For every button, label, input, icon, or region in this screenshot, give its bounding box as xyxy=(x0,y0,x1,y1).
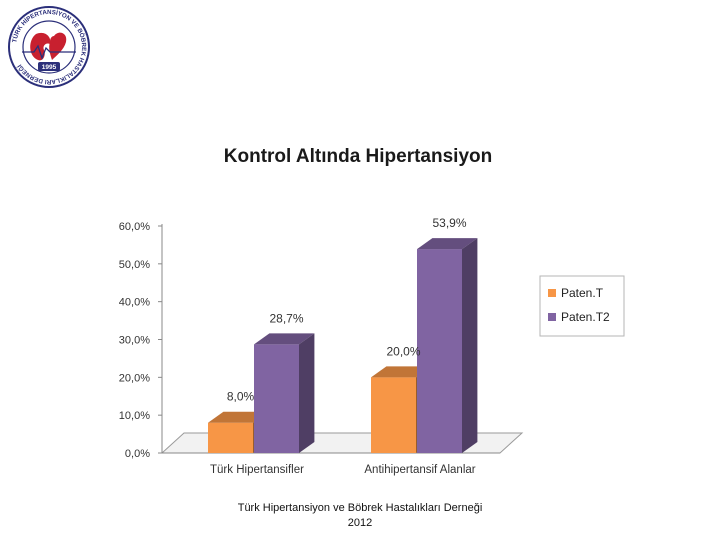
data-label: 28,7% xyxy=(269,311,303,325)
legend-swatch xyxy=(548,289,556,297)
data-label: 8,0% xyxy=(227,390,255,404)
data-label: 53,9% xyxy=(432,216,466,230)
chart-title: Kontrol Altında Hipertansiyon xyxy=(224,146,492,167)
y-tick-label: 10,0% xyxy=(119,410,150,422)
bar-paten-t xyxy=(371,377,416,453)
association-logo: TÜRK HİPERTANSİYON VE BÖBREK HASTALIKLAR… xyxy=(8,6,90,88)
footer: Türk Hipertansiyon ve Böbrek Hastalıklar… xyxy=(0,501,720,531)
x-category-label: Türk Hipertansifler xyxy=(210,464,304,476)
y-tick-label: 30,0% xyxy=(119,335,150,347)
legend-label: Paten.T2 xyxy=(561,310,610,324)
bar-top-face xyxy=(371,366,432,378)
data-label: 20,0% xyxy=(386,344,420,358)
chart-legend: Paten.T Paten.T2 xyxy=(539,275,625,337)
bar-top-face xyxy=(208,411,269,423)
legend-label: Paten.T xyxy=(561,286,604,300)
bar-paten-t2 xyxy=(417,249,462,453)
bar-side-face xyxy=(299,333,315,453)
y-tick-label: 20,0% xyxy=(119,372,150,384)
legend-box xyxy=(539,275,625,337)
heart-icon xyxy=(49,32,67,60)
kidney-icon xyxy=(30,32,51,61)
bar-paten-t xyxy=(208,422,253,453)
y-tick-label: 60,0% xyxy=(119,221,150,233)
y-tick-label: 50,0% xyxy=(119,259,150,271)
bar-paten-t2 xyxy=(254,344,299,453)
footer-organization: Türk Hipertansiyon ve Böbrek Hastalıklar… xyxy=(237,502,483,514)
y-tick-label: 0,0% xyxy=(125,448,150,460)
bar-top-face xyxy=(254,333,315,345)
bar-side-face xyxy=(462,238,478,453)
pulse-line-icon xyxy=(22,44,76,60)
y-tick-label: 40,0% xyxy=(119,297,150,309)
legend-swatch xyxy=(548,313,556,321)
footer-year: 2012 xyxy=(347,517,373,529)
bar-top-face xyxy=(417,238,478,250)
logo-year: 1995 xyxy=(42,64,57,71)
x-category-label: Antihipertansif Alanlar xyxy=(364,464,475,476)
